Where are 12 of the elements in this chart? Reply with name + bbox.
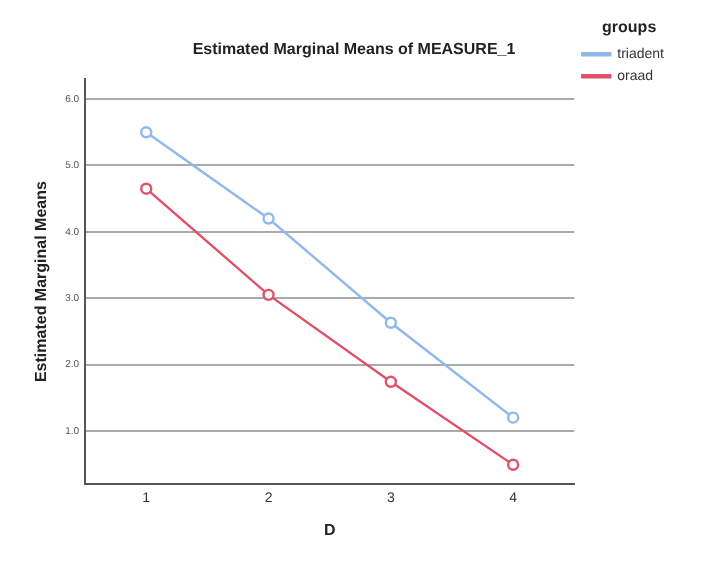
point [506,411,520,424]
y-axis-title: Estimated Marginal Means [32,180,51,383]
point [140,126,153,139]
legend-title: groups [602,18,658,37]
point [262,288,275,302]
x-axis-title: D [323,520,336,539]
point [384,316,398,329]
point [384,375,398,389]
point [140,182,153,195]
point [506,458,520,471]
chart-title: Estimated Marginal Means of MEASURE_1 [192,40,517,59]
point [262,212,275,225]
